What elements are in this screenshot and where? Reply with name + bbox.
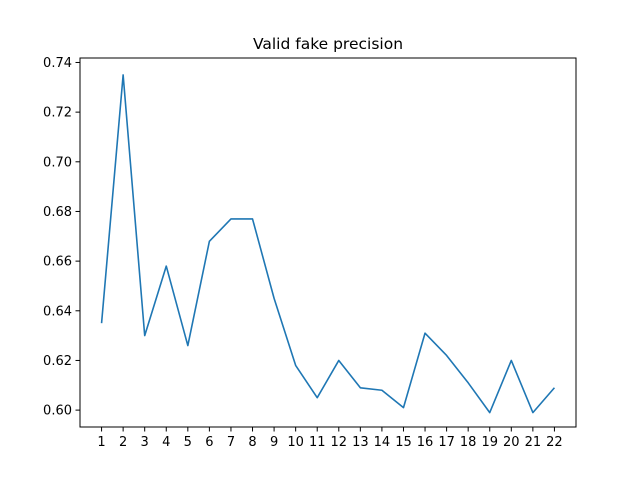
x-tick-label: 16 (417, 435, 434, 450)
plot-frame (79, 57, 577, 428)
chart-title: Valid fake precision (253, 35, 403, 53)
x-tick-label: 21 (525, 435, 542, 450)
x-tick-label: 20 (503, 435, 520, 450)
x-tick-label: 14 (374, 435, 391, 450)
plot-area (100, 74, 556, 414)
x-tick-label: 18 (460, 435, 477, 450)
y-tick-label: 0.70 (43, 155, 72, 170)
x-tick-label: 2 (119, 435, 127, 450)
x-tick-label: 7 (227, 435, 235, 450)
y-tick-label: 0.62 (43, 354, 72, 369)
y-axis: 0.60 0.62 0.64 0.66 0.68 0.70 0.72 0.74 (43, 56, 80, 419)
x-tick-label: 17 (438, 435, 455, 450)
x-tick-label: 12 (331, 435, 348, 450)
y-tick-label: 0.72 (43, 106, 72, 121)
x-tick-label: 9 (270, 435, 278, 450)
x-tick-label: 19 (481, 435, 498, 450)
x-tick-label: 13 (352, 435, 369, 450)
x-tick-label: 3 (141, 435, 149, 450)
x-tick-label: 22 (546, 435, 563, 450)
x-tick-label: 4 (162, 435, 170, 450)
x-axis: 1 2 3 4 5 6 7 8 9 10 11 12 13 14 15 16 17 18 19 20 21 22 (97, 427, 563, 450)
x-tick-label: 11 (309, 435, 326, 450)
y-tick-label: 0.60 (43, 404, 72, 419)
y-tick-label: 0.66 (43, 255, 72, 270)
x-tick-label: 1 (97, 435, 105, 450)
y-tick-label: 0.74 (43, 56, 72, 71)
y-tick-label: 0.64 (43, 304, 72, 319)
x-tick-label: 6 (205, 435, 213, 450)
x-tick-label: 15 (395, 435, 412, 450)
x-tick-label: 8 (248, 435, 256, 450)
x-tick-label: 10 (287, 435, 304, 450)
y-tick-label: 0.68 (43, 205, 72, 220)
x-tick-label: 5 (184, 435, 192, 450)
series-line-1 (100, 74, 556, 414)
